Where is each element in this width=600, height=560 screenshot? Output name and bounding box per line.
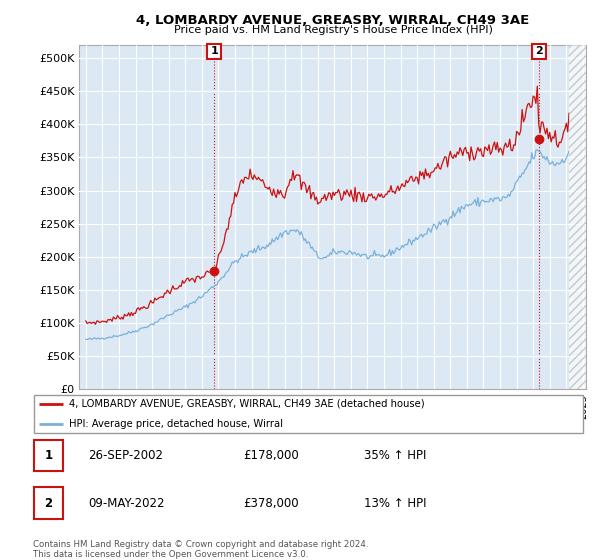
Text: Price paid vs. HM Land Registry's House Price Index (HPI): Price paid vs. HM Land Registry's House … — [173, 25, 493, 35]
Text: £178,000: £178,000 — [243, 450, 299, 463]
FancyBboxPatch shape — [34, 441, 63, 472]
Text: Contains HM Land Registry data © Crown copyright and database right 2024.
This d: Contains HM Land Registry data © Crown c… — [33, 540, 368, 559]
Bar — [569, 45, 586, 389]
Text: 4, LOMBARDY AVENUE, GREASBY, WIRRAL, CH49 3AE (detached house): 4, LOMBARDY AVENUE, GREASBY, WIRRAL, CH4… — [69, 399, 425, 409]
FancyBboxPatch shape — [34, 488, 63, 519]
Text: 09-MAY-2022: 09-MAY-2022 — [88, 497, 164, 510]
Text: 4, LOMBARDY AVENUE, GREASBY, WIRRAL, CH49 3AE: 4, LOMBARDY AVENUE, GREASBY, WIRRAL, CH4… — [136, 14, 530, 27]
Text: 1: 1 — [44, 450, 53, 463]
Text: 13% ↑ HPI: 13% ↑ HPI — [364, 497, 427, 510]
Text: 1: 1 — [210, 46, 218, 57]
Text: £378,000: £378,000 — [243, 497, 298, 510]
Text: 2: 2 — [44, 497, 53, 510]
Text: 35% ↑ HPI: 35% ↑ HPI — [364, 450, 427, 463]
Text: 26-SEP-2002: 26-SEP-2002 — [88, 450, 163, 463]
Text: HPI: Average price, detached house, Wirral: HPI: Average price, detached house, Wirr… — [69, 419, 283, 429]
Text: 2: 2 — [535, 46, 543, 57]
FancyBboxPatch shape — [34, 395, 583, 433]
